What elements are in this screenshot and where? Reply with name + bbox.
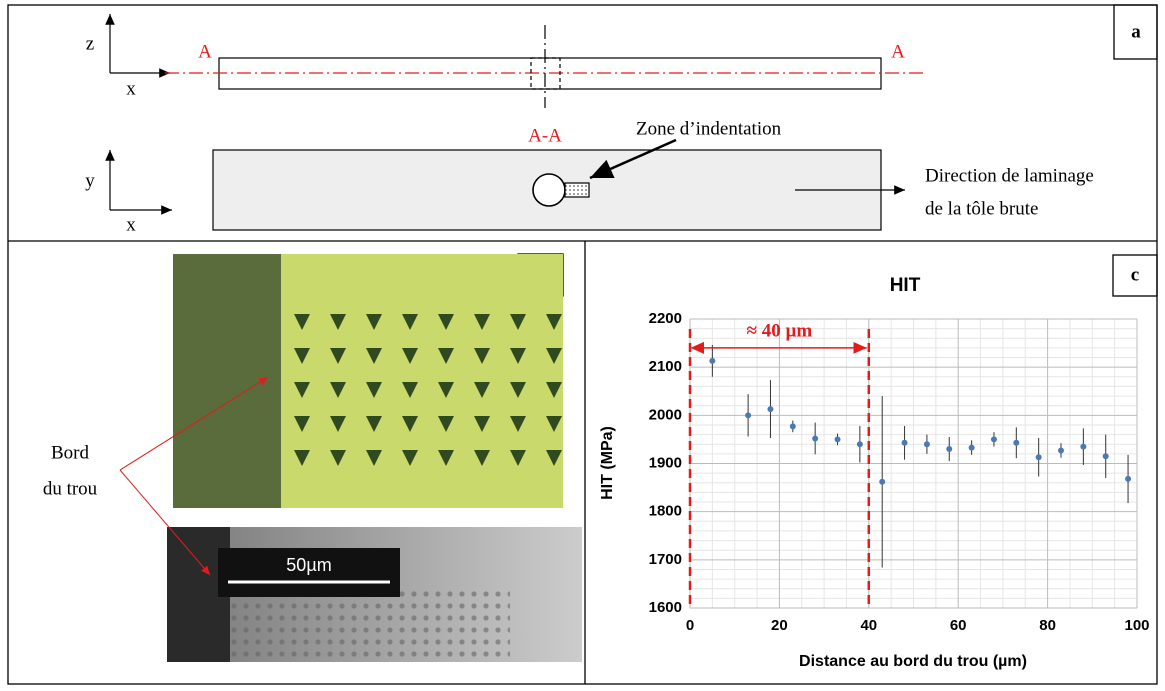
data-point bbox=[745, 412, 752, 419]
direction-label: de la tôle brute bbox=[925, 198, 1038, 219]
axis-label: x bbox=[126, 78, 136, 99]
data-point bbox=[812, 435, 819, 442]
section-label: A-A bbox=[528, 125, 562, 146]
axis-label: y bbox=[85, 170, 95, 191]
diagram bbox=[105, 13, 925, 231]
data-point bbox=[923, 441, 930, 448]
data-point bbox=[990, 436, 997, 443]
y-tick-label: 1800 bbox=[649, 503, 682, 520]
data-point bbox=[856, 441, 863, 448]
y-tick-label: 1700 bbox=[649, 551, 682, 568]
scale-bar-label: 50µm bbox=[286, 555, 331, 575]
section-label: A bbox=[198, 41, 212, 62]
data-point bbox=[789, 423, 796, 430]
data-point bbox=[1013, 439, 1020, 446]
x-tick-label: 80 bbox=[1039, 617, 1056, 634]
data-point bbox=[1035, 454, 1042, 461]
annotation-label: ≈ 40 µm bbox=[747, 320, 813, 341]
data-point bbox=[901, 439, 908, 446]
y-tick-label: 2000 bbox=[649, 406, 682, 423]
x-tick-label: 60 bbox=[950, 617, 967, 634]
chart-title: HIT bbox=[890, 275, 921, 296]
y-tick-label: 2100 bbox=[649, 358, 682, 375]
data-point bbox=[946, 446, 953, 453]
panel-label: c bbox=[1131, 264, 1139, 285]
y-axis-label: HIT (MPa) bbox=[599, 426, 616, 500]
x-axis-label: Distance au bord du trou (µm) bbox=[799, 653, 1027, 670]
x-tick-label: 40 bbox=[860, 617, 877, 634]
section-label: A bbox=[891, 41, 905, 62]
data-point bbox=[1102, 453, 1109, 460]
x-tick-label: 100 bbox=[1124, 617, 1149, 634]
data-point bbox=[1080, 443, 1087, 450]
edge-label: du trou bbox=[43, 478, 98, 499]
axis-label: z bbox=[86, 33, 94, 54]
y-tick-label: 2200 bbox=[649, 310, 682, 327]
x-tick-label: 0 bbox=[686, 617, 694, 634]
data-point bbox=[767, 406, 774, 413]
data-point bbox=[968, 444, 975, 451]
data-point bbox=[834, 436, 841, 443]
x-tick-label: 20 bbox=[771, 617, 788, 634]
data-point bbox=[1125, 475, 1132, 482]
y-tick-label: 1600 bbox=[649, 599, 682, 616]
y-tick-label: 1900 bbox=[649, 454, 682, 471]
zone-label: Zone d’indentation bbox=[636, 118, 782, 139]
data-point bbox=[879, 478, 886, 485]
panel-label: a bbox=[1131, 21, 1141, 42]
edge-label: Bord bbox=[51, 442, 90, 463]
direction-label: Direction de laminage bbox=[925, 165, 1094, 186]
data-point bbox=[709, 357, 716, 364]
data-point bbox=[1058, 447, 1065, 454]
micrograph bbox=[119, 254, 582, 662]
axis-label: x bbox=[126, 214, 136, 235]
